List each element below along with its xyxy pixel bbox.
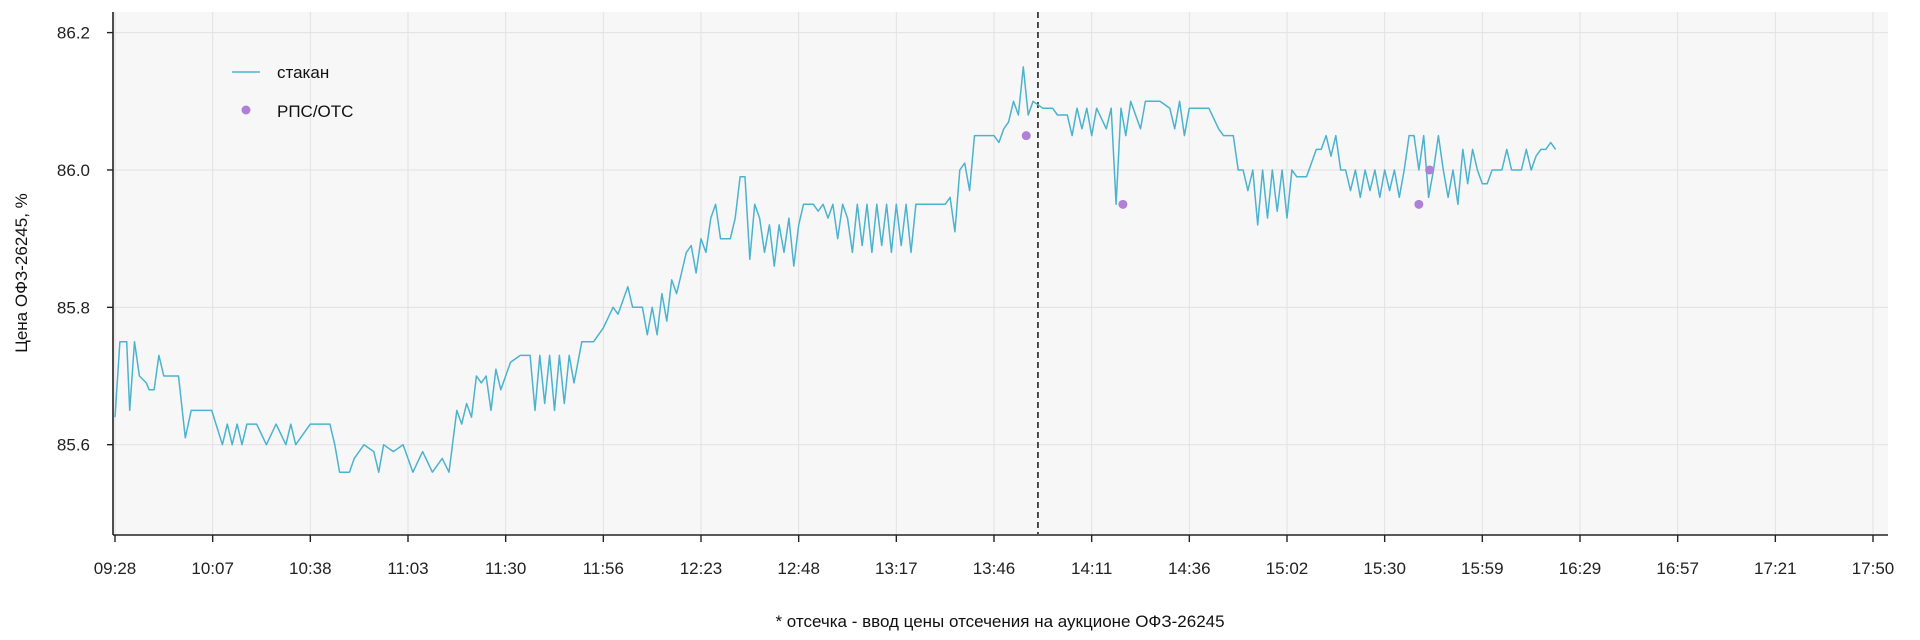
x-tick-label: 17:21 [1754,559,1797,578]
x-tick-label: 15:59 [1461,559,1504,578]
y-tick-label: 86.0 [57,161,90,180]
series-line-stakan [114,66,1557,473]
x-tick-label: 11:03 [387,559,428,578]
legend: стакан РПС/ОТС [232,63,353,121]
point-rps-ots [1021,131,1031,141]
point-rps-ots [1414,199,1424,209]
series-rps-ots [1021,131,1435,209]
series-stakan [114,66,1557,473]
x-tick-label: 12:48 [777,559,820,578]
axes [112,12,1888,536]
legend-rps-label: РПС/ОТС [277,102,353,121]
x-tick-label: 10:38 [289,559,332,578]
point-rps-ots [1118,199,1128,209]
x-tick-label: 14:36 [1168,559,1211,578]
legend-rps-swatch [241,105,251,115]
footnote: * отсечка - ввод цены отсечения на аукци… [775,612,1224,631]
y-tick-label: 86.2 [57,24,90,43]
y-axis-ticks: 85.6 85.8 86.0 86.2 [57,24,113,455]
x-tick-label: 11:56 [583,559,624,578]
x-tick-label: 15:02 [1266,559,1309,578]
grid [114,12,1888,534]
plot-background [114,12,1888,534]
legend-stakan-label: стакан [277,63,329,82]
x-tick-label: 17:50 [1852,559,1895,578]
x-tick-label: 11:30 [485,559,526,578]
x-tick-label: 16:29 [1559,559,1602,578]
x-axis-ticks: 09:28 10:07 10:38 11:03 11:30 11:56 12:23 12:48… [94,535,1895,578]
x-tick-label: 16:57 [1656,559,1699,578]
x-tick-label: 13:17 [875,559,918,578]
x-tick-label: 10:07 [191,559,234,578]
x-tick-label: 14:11 [1071,559,1112,578]
x-tick-label: 09:28 [94,559,137,578]
x-tick-label: 13:46 [973,559,1016,578]
x-tick-label: 12:23 [680,559,723,578]
point-rps-ots [1425,165,1435,175]
y-tick-label: 85.6 [57,436,90,455]
y-tick-label: 85.8 [57,298,90,317]
x-tick-label: 15:30 [1363,559,1406,578]
y-axis-title: Цена ОФЗ-26245, % [12,193,31,353]
